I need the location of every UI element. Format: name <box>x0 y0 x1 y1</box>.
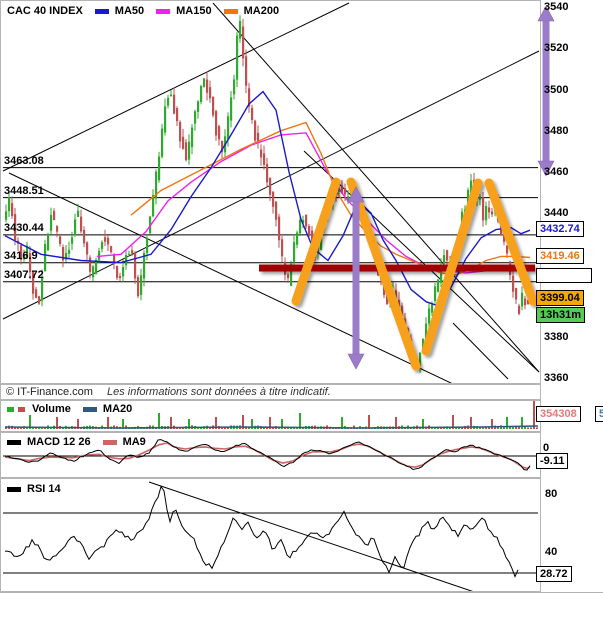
ma9-swatch <box>102 439 117 445</box>
level-label-3407: 3407.72 <box>4 269 44 281</box>
macd-label: MACD 12 26 <box>27 436 91 448</box>
level-label-3430: 3430.44 <box>4 222 44 234</box>
macd-canvas <box>3 439 538 471</box>
ma200-value-box: 3419.46 <box>536 248 584 264</box>
price-axis-tick: 3540 <box>544 1 569 14</box>
instrument-title: CAC 40 INDEX <box>7 5 83 17</box>
source-credit: © IT-Finance.com <box>6 386 93 398</box>
rsi-panel: RSI 14 <box>0 478 541 592</box>
rsi-tick-40: 40 <box>545 546 558 558</box>
rsi-value-box: 28.72 <box>536 566 572 582</box>
rsi-label: RSI 14 <box>27 483 61 495</box>
disclaimer-text: Les informations sont données à titre in… <box>106 386 331 398</box>
ma50-value-box: 3432.74 <box>536 221 584 237</box>
time-axis: 10131415161720212223242728293031Sep0405 <box>0 592 603 621</box>
price-legend: CAC 40 INDEX MA50 MA150 MA200 <box>7 5 279 17</box>
volume-panel: Volume MA20 <box>0 400 541 432</box>
price-axis-tick: 3440 <box>544 207 569 220</box>
ma9-label: MA9 <box>122 436 146 448</box>
rsi-canvas <box>3 481 538 591</box>
copyright-strip: © IT-Finance.com Les informations sont do… <box>0 384 541 400</box>
volume-legend: Volume MA20 <box>7 403 132 415</box>
ma50-swatch <box>94 8 109 14</box>
ma150-swatch <box>156 8 171 14</box>
price-axis-tick: 3380 <box>544 330 569 343</box>
rsi-swatch <box>7 486 21 492</box>
level-label-3416: 3416.9 <box>4 250 38 262</box>
price-axis-tick: 3480 <box>544 124 569 137</box>
macd-zero-label: 0 <box>543 442 550 454</box>
ma150-value-box <box>536 268 592 283</box>
volume-swatch-down <box>18 406 25 412</box>
price-chart-canvas <box>2 2 540 383</box>
rsi-legend: RSI 14 <box>7 483 61 495</box>
price-axis-tick: 3360 <box>544 372 569 384</box>
price-axis-tick: 3460 <box>544 166 569 178</box>
macd-legend: MACD 12 26 MA9 <box>7 436 146 448</box>
level-label-3448: 3448.51 <box>4 185 44 197</box>
macd-panel: MACD 12 26 MA9 <box>0 432 541 478</box>
volume-label: Volume <box>32 403 71 415</box>
rsi-tick-80: 80 <box>545 488 558 500</box>
volume-ma20-value-box: 5 <box>595 406 603 422</box>
macd-swatch <box>7 439 21 445</box>
volume-canvas <box>4 401 539 429</box>
price-axis-tick: 3520 <box>544 42 569 55</box>
price-range-arrow <box>537 5 555 177</box>
ma200-swatch <box>223 8 238 14</box>
macd-value-box: -9.11 <box>536 453 569 469</box>
price-axis-tick: 3500 <box>544 83 569 96</box>
level-label-3463: 3463.08 <box>4 155 44 167</box>
last-price-box: 3399.04 <box>536 290 584 306</box>
ma20-label: MA20 <box>102 403 133 415</box>
ma200-label: MA200 <box>243 5 280 17</box>
copyright-text: © IT-Finance.com Les informations sont do… <box>6 386 331 398</box>
ma20-swatch <box>82 406 97 412</box>
ma50-label: MA50 <box>114 5 145 17</box>
price-panel: CAC 40 INDEX MA50 MA150 MA200 3463.08 34… <box>0 0 541 384</box>
session-time-box: 13h31m <box>536 307 585 323</box>
volume-swatch-up <box>7 406 14 412</box>
ma150-label: MA150 <box>176 5 212 17</box>
volume-value-box: 354308 <box>536 406 581 422</box>
